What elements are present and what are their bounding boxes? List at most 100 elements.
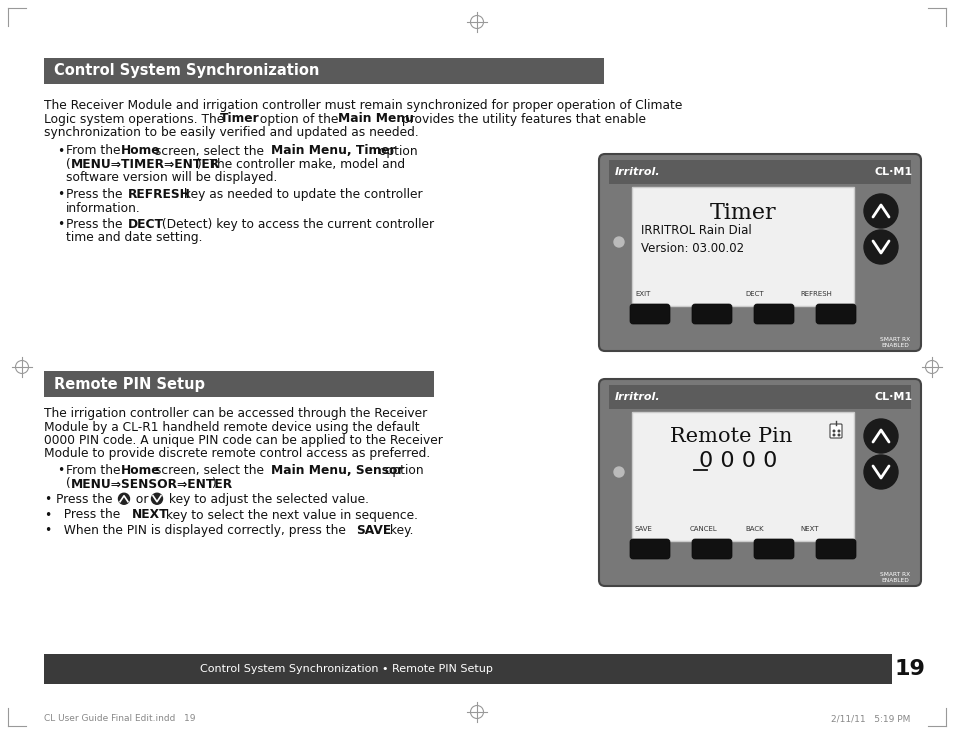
Text: ). The controller make, model and: ). The controller make, model and [196,158,405,171]
Circle shape [863,230,897,264]
Circle shape [832,430,834,432]
FancyBboxPatch shape [631,412,853,541]
Text: Timer: Timer [220,112,259,126]
Text: 0000 PIN code. A unique PIN code can be applied to the Receiver: 0000 PIN code. A unique PIN code can be … [44,434,442,447]
Text: Press the: Press the [56,493,116,506]
Text: Press the: Press the [66,188,126,201]
Text: •: • [57,218,64,231]
Text: 0 0 0 0: 0 0 0 0 [699,451,777,471]
Text: Irritrol.: Irritrol. [615,392,659,402]
Text: Module by a CL-R1 handheld remote device using the default: Module by a CL-R1 handheld remote device… [44,421,419,434]
Text: CL·M1: CL·M1 [874,167,912,177]
FancyBboxPatch shape [691,539,731,559]
Text: CANCEL: CANCEL [689,526,717,532]
Text: CL User Guide Final Edit.indd   19: CL User Guide Final Edit.indd 19 [44,714,195,723]
Text: option of the: option of the [255,112,342,126]
Text: NEXT: NEXT [132,509,169,521]
FancyBboxPatch shape [753,539,793,559]
Text: Control System Synchronization: Control System Synchronization [54,64,319,79]
Text: option: option [380,464,423,477]
Text: DECT: DECT [744,291,762,297]
Text: SAVE: SAVE [355,524,391,537]
Text: 19: 19 [894,659,924,679]
Text: EXIT: EXIT [635,291,650,297]
FancyBboxPatch shape [44,371,434,397]
Text: screen, select the: screen, select the [151,464,268,477]
Circle shape [863,194,897,228]
Text: From the: From the [66,145,124,158]
FancyBboxPatch shape [891,654,927,684]
Text: provides the utility features that enable: provides the utility features that enabl… [397,112,645,126]
Text: Main Menu, Sensor: Main Menu, Sensor [271,464,403,477]
Text: MENU⇒SENSOR⇒ENTER: MENU⇒SENSOR⇒ENTER [71,478,233,490]
Circle shape [863,455,897,489]
Text: The Receiver Module and irrigation controller must remain synchronized for prope: The Receiver Module and irrigation contr… [44,99,681,112]
Text: Logic system operations. The: Logic system operations. The [44,112,228,126]
Text: key to adjust the selected value.: key to adjust the selected value. [165,493,369,506]
Text: •: • [44,524,51,537]
Text: CL·M1: CL·M1 [874,392,912,402]
Text: SMART RX
ENABLED: SMART RX ENABLED [879,337,909,348]
Circle shape [614,467,623,477]
Text: BACK: BACK [744,526,762,532]
Text: time and date setting.: time and date setting. [66,231,202,244]
Text: NEXT: NEXT [800,526,818,532]
Text: Press the: Press the [56,509,124,521]
Text: MENU⇒TIMER⇒ENTER: MENU⇒TIMER⇒ENTER [71,158,220,171]
Text: IRRITROL Rain Dial: IRRITROL Rain Dial [640,224,751,237]
FancyBboxPatch shape [815,304,855,324]
FancyBboxPatch shape [598,379,920,586]
Circle shape [832,435,834,436]
Text: Home: Home [121,145,160,158]
Text: option: option [375,145,417,158]
Text: DECT: DECT [128,218,164,231]
Text: (: ( [66,158,71,171]
Circle shape [118,493,130,504]
Text: Main Menu, Timer: Main Menu, Timer [271,145,395,158]
Text: (Detect) key to access the current controller: (Detect) key to access the current contr… [158,218,434,231]
Text: SAVE: SAVE [635,526,652,532]
FancyBboxPatch shape [815,539,855,559]
FancyBboxPatch shape [608,385,910,409]
Circle shape [614,237,623,247]
Text: When the PIN is displayed correctly, press the: When the PIN is displayed correctly, pre… [56,524,350,537]
Circle shape [838,435,839,436]
Text: Remote Pin: Remote Pin [669,427,791,446]
FancyBboxPatch shape [629,304,669,324]
Text: •: • [44,493,51,506]
Text: •: • [57,464,64,477]
Text: •: • [57,145,64,158]
Text: Remote PIN Setup: Remote PIN Setup [54,377,205,391]
Circle shape [838,430,839,432]
Text: (: ( [66,478,71,490]
Text: key.: key. [386,524,413,537]
FancyBboxPatch shape [44,58,603,84]
FancyBboxPatch shape [691,304,731,324]
Text: From the: From the [66,464,124,477]
Text: •: • [44,509,51,521]
Text: Module to provide discrete remote control access as preferred.: Module to provide discrete remote contro… [44,448,430,460]
Text: Home: Home [121,464,160,477]
Text: ).: ). [211,478,219,490]
FancyBboxPatch shape [598,154,920,351]
Text: synchronization to be easily verified and updated as needed.: synchronization to be easily verified an… [44,126,418,139]
Text: The irrigation controller can be accessed through the Receiver: The irrigation controller can be accesse… [44,407,427,420]
FancyBboxPatch shape [631,187,853,306]
FancyBboxPatch shape [629,539,669,559]
FancyBboxPatch shape [753,304,793,324]
Text: Press the: Press the [66,218,126,231]
FancyBboxPatch shape [608,160,910,184]
Text: REFRESH: REFRESH [128,188,191,201]
Circle shape [863,419,897,453]
Text: Irritrol.: Irritrol. [615,167,659,177]
Text: Main Menu: Main Menu [337,112,414,126]
Circle shape [152,493,162,504]
Text: software version will be displayed.: software version will be displayed. [66,172,277,184]
Text: Version: 03.00.02: Version: 03.00.02 [640,242,743,255]
FancyBboxPatch shape [829,424,841,438]
Text: screen, select the: screen, select the [151,145,268,158]
Text: Timer: Timer [709,202,776,224]
FancyBboxPatch shape [44,654,909,684]
Text: key to select the next value in sequence.: key to select the next value in sequence… [162,509,417,521]
Text: or: or [132,493,152,506]
